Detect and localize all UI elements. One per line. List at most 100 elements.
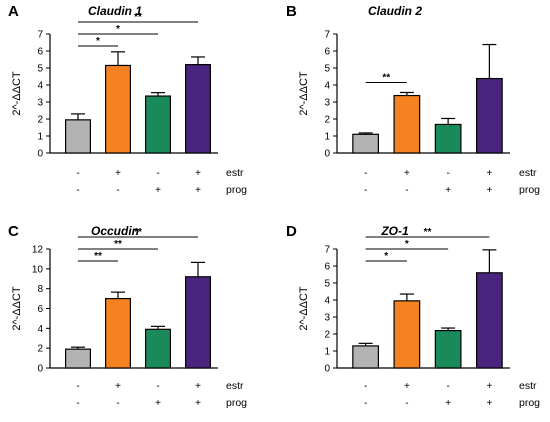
y-tick-label: 6 xyxy=(37,304,43,315)
prog-marker: - xyxy=(76,185,79,196)
estr-marker: - xyxy=(156,381,159,392)
y-tick-label: 6 xyxy=(324,262,330,273)
significance-label: ** xyxy=(424,227,432,238)
bar-estr+prog xyxy=(185,63,212,154)
y-tick-label: 7 xyxy=(37,30,43,41)
estr-marker: - xyxy=(446,168,449,179)
bar-estr xyxy=(104,297,131,369)
row-label-estr: estr xyxy=(519,167,537,179)
y-tick-label: 0 xyxy=(37,364,43,375)
y-tick-label: 0 xyxy=(37,149,43,160)
y-tick-label: 12 xyxy=(32,245,44,256)
significance-label: * xyxy=(96,36,100,47)
prog-marker: + xyxy=(445,398,451,409)
y-tick-label: 4 xyxy=(37,324,43,335)
bar-control xyxy=(64,348,91,369)
estr-marker: + xyxy=(486,168,492,179)
bar-control xyxy=(352,345,380,369)
prog-marker: + xyxy=(155,398,161,409)
row-label-prog: prog xyxy=(519,397,540,409)
bar-prog xyxy=(145,95,172,154)
y-tick-label: 4 xyxy=(37,81,43,92)
estr-marker: + xyxy=(195,168,201,179)
row-label-prog: prog xyxy=(226,184,247,196)
row-label-prog: prog xyxy=(226,397,247,409)
bar-estr xyxy=(393,94,421,154)
y-tick-label: 1 xyxy=(324,347,330,358)
y-tick-label: 1 xyxy=(324,132,330,143)
significance-label: * xyxy=(116,24,120,35)
estr-marker: - xyxy=(76,381,79,392)
estr-marker: - xyxy=(76,168,79,179)
significance-label: ** xyxy=(134,227,142,238)
prog-marker: - xyxy=(405,398,408,409)
y-tick-label: 5 xyxy=(324,279,330,290)
row-label-estr: estr xyxy=(519,380,537,392)
estr-marker: + xyxy=(404,381,410,392)
panel-title: Claudin 2 xyxy=(368,4,422,18)
estr-marker: + xyxy=(115,168,121,179)
y-tick-label: 0 xyxy=(324,364,330,375)
bar-prog xyxy=(434,123,462,154)
row-label-prog: prog xyxy=(519,184,540,196)
bar-estr xyxy=(104,64,131,154)
y-tick-label: 7 xyxy=(324,245,330,256)
y-tick-label: 5 xyxy=(324,64,330,75)
panel-letter: A xyxy=(8,3,19,20)
bar-control xyxy=(352,133,380,154)
y-tick-label: 4 xyxy=(324,296,330,307)
row-label-estr: estr xyxy=(226,380,244,392)
panel-title: Occudin xyxy=(91,224,139,238)
y-axis-label: 2^-ΔΔCT xyxy=(11,286,23,331)
estr-marker: - xyxy=(364,168,367,179)
estr-marker: + xyxy=(195,381,201,392)
panel-title: ZO-1 xyxy=(380,224,409,238)
prog-marker: + xyxy=(445,185,451,196)
estr-marker: + xyxy=(404,168,410,179)
y-tick-label: 3 xyxy=(324,98,330,109)
y-tick-label: 7 xyxy=(324,30,330,41)
prog-marker: + xyxy=(195,398,201,409)
bar-estr+prog xyxy=(185,276,212,369)
y-tick-label: 5 xyxy=(37,64,43,75)
significance-label: * xyxy=(384,251,388,262)
panel-letter: B xyxy=(286,3,297,20)
prog-marker: + xyxy=(486,185,492,196)
y-axis-label: 2^-ΔΔCT xyxy=(298,286,310,331)
y-tick-label: 4 xyxy=(324,81,330,92)
prog-marker: - xyxy=(405,185,408,196)
significance-label: ** xyxy=(382,72,390,83)
panel-letter: D xyxy=(286,223,297,240)
bar-prog xyxy=(434,330,462,369)
significance-label: * xyxy=(405,239,409,250)
estr-marker: - xyxy=(364,381,367,392)
prog-marker: + xyxy=(486,398,492,409)
prog-marker: - xyxy=(364,398,367,409)
panel-letter: C xyxy=(8,223,19,240)
y-tick-label: 10 xyxy=(32,264,44,275)
bar-estr+prog xyxy=(475,272,503,369)
y-axis-label: 2^-ΔΔCT xyxy=(298,71,310,116)
estr-marker: + xyxy=(115,381,121,392)
bar-prog xyxy=(145,328,172,369)
prog-marker: - xyxy=(76,398,79,409)
y-tick-label: 2 xyxy=(37,344,43,355)
prog-marker: - xyxy=(116,185,119,196)
y-tick-label: 3 xyxy=(37,98,43,109)
bar-estr xyxy=(393,300,421,369)
y-tick-label: 6 xyxy=(37,47,43,58)
significance-label: ** xyxy=(114,239,122,250)
y-tick-label: 3 xyxy=(324,313,330,324)
bar-control xyxy=(64,119,91,154)
prog-marker: - xyxy=(116,398,119,409)
y-tick-label: 2 xyxy=(324,115,330,126)
row-label-estr: estr xyxy=(226,167,244,179)
prog-marker: + xyxy=(195,185,201,196)
y-axis-label: 2^-ΔΔCT xyxy=(11,71,23,116)
significance-label: ** xyxy=(134,12,142,23)
y-tick-label: 6 xyxy=(324,47,330,58)
significance-label: ** xyxy=(94,251,102,262)
y-tick-label: 2 xyxy=(37,115,43,126)
